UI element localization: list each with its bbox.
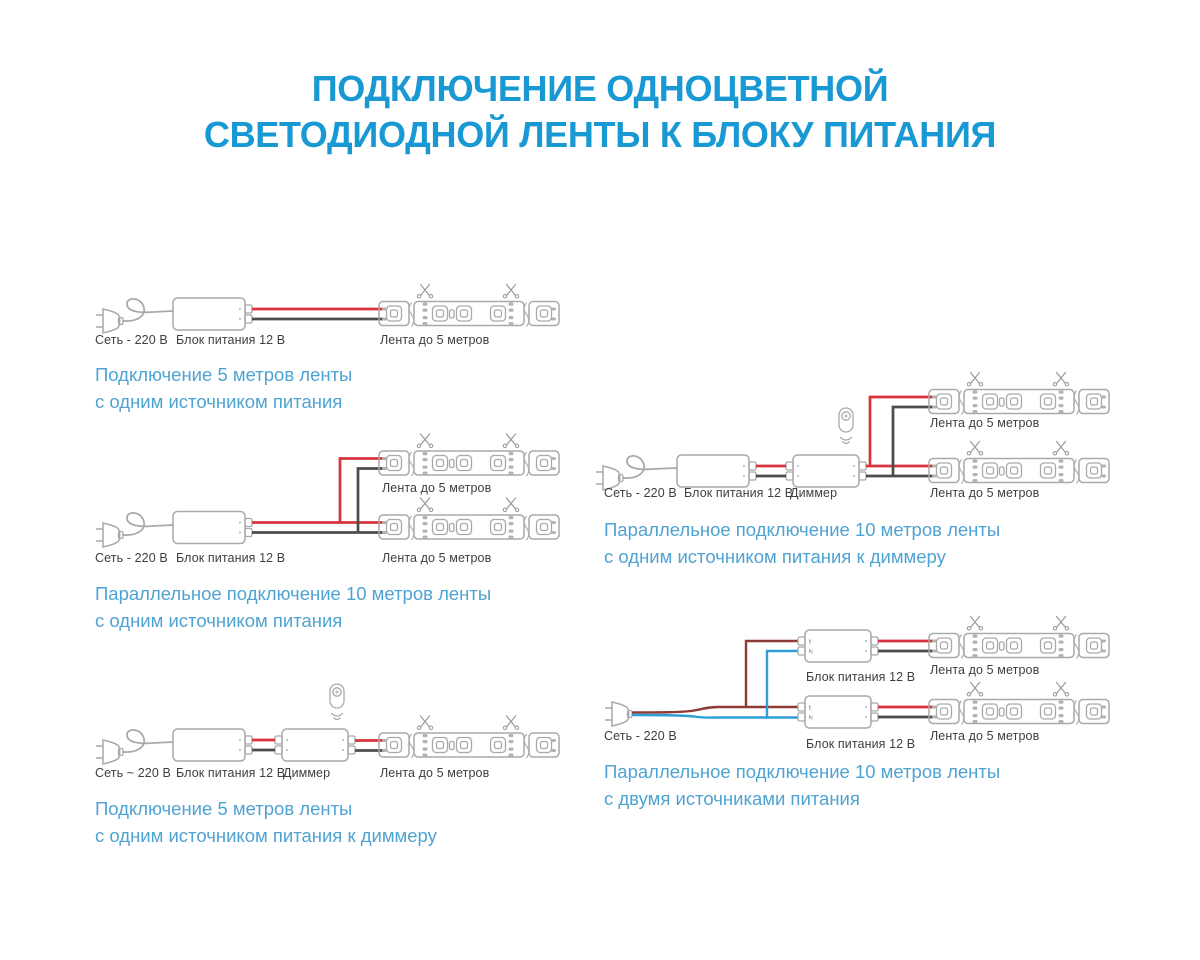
- d4-mains-label: Сеть - 220 В: [604, 486, 677, 500]
- led-strip-2: [929, 442, 1109, 484]
- d4-caption-line-1: Параллельное подключение 10 метров ленты: [604, 519, 1001, 540]
- d2-mains-label: Сеть - 220 В: [95, 551, 168, 565]
- d1-mains-label: Сеть - 220 В: [95, 333, 168, 347]
- d3-mains-label: Сеть ~ 220 В: [95, 766, 171, 780]
- d2-strip2-label: Лента до 5 метров: [382, 551, 492, 565]
- led-strip-2: [379, 498, 559, 540]
- d5-psu2-label: Блок питания 12 В: [806, 737, 916, 751]
- remote-control-icon: [329, 683, 345, 721]
- d1-caption-line-1: Подключение 5 метров ленты: [95, 364, 353, 385]
- dimmer-box: [274, 728, 356, 762]
- mains-cord: [122, 297, 174, 322]
- mains-cord: [122, 728, 174, 753]
- wire-plus-red: [756, 395, 933, 468]
- d4-caption: Параллельное подключение 10 метров ленты…: [604, 516, 1000, 570]
- page-title-line-1: ПОДКЛЮЧЕНИЕ ОДНОЦВЕТНОЙ: [311, 68, 889, 109]
- led-strip: [379, 285, 559, 327]
- diagram-4-graphic: [595, 373, 1109, 491]
- d3-caption: Подключение 5 метров ленты с одним источ…: [95, 795, 437, 849]
- wire-neutral-blue: [631, 649, 798, 719]
- wire-minus-black: [756, 405, 933, 478]
- d3-strip-label: Лента до 5 метров: [380, 766, 490, 780]
- wire-plus-red: [252, 738, 383, 742]
- d4-psu-label: Блок питания 12 В: [684, 486, 794, 500]
- led-strip: [379, 716, 559, 758]
- terminal-n-label: N: [809, 716, 813, 722]
- wire-minus-black: [252, 748, 383, 752]
- terminal-n-label: N: [809, 650, 813, 656]
- plug-icon: [95, 739, 124, 765]
- page-title: ПОДКЛЮЧЕНИЕ ОДНОЦВЕТНОЙ СВЕТОДИОДНОЙ ЛЕН…: [0, 66, 1200, 158]
- d5-psu1-label: Блок питания 12 В: [806, 670, 916, 684]
- d5-mains-label: Сеть - 220 В: [604, 729, 677, 743]
- d2-strip1-label: Лента до 5 метров: [382, 481, 492, 495]
- d2-caption: Параллельное подключение 10 метров ленты…: [95, 580, 491, 634]
- led-strip-1: [379, 434, 559, 476]
- d4-strip1-label: Лента до 5 метров: [930, 416, 1040, 430]
- d5-caption-line-2: с двумя источниками питания: [604, 788, 860, 809]
- d3-caption-line-1: Подключение 5 метров ленты: [95, 798, 353, 819]
- plug-icon: [95, 522, 124, 548]
- d5-strip2-label: Лента до 5 метров: [930, 729, 1040, 743]
- wire-live-brown: [631, 639, 798, 714]
- power-supply-box-2: [797, 695, 879, 729]
- plug-icon: [95, 308, 124, 334]
- d3-caption-line-2: с одним источником питания к диммеру: [95, 825, 437, 846]
- diagram-5-graphic: L N L N: [604, 617, 1109, 729]
- d2-psu-label: Блок питания 12 В: [176, 551, 286, 565]
- terminal-l-label: L: [809, 640, 813, 646]
- d4-dimmer-label: Диммер: [790, 486, 838, 500]
- d5-strip1-label: Лента до 5 метров: [930, 663, 1040, 677]
- led-strip-1: [929, 617, 1109, 659]
- diagram-1-graphic: [95, 285, 559, 334]
- plug-icon: [604, 701, 633, 727]
- wire-minus-black: [252, 467, 383, 534]
- power-supply-box: [172, 510, 253, 545]
- remote-control-icon: [838, 407, 854, 445]
- d1-strip-label: Лента до 5 метров: [380, 333, 490, 347]
- diagram-2-graphic: [95, 434, 559, 548]
- power-supply-box: [676, 454, 757, 488]
- d5-caption: Параллельное подключение 10 метров ленты…: [604, 758, 1000, 812]
- d4-caption-line-2: с одним источником питания к диммеру: [604, 546, 946, 567]
- d2-caption-line-2: с одним источником питания: [95, 610, 343, 631]
- d1-caption-line-2: с одним источником питания: [95, 391, 343, 412]
- mains-cord: [622, 454, 678, 479]
- d1-psu-label: Блок питания 12 В: [176, 333, 286, 347]
- d3-psu-label: Блок питания 12 В: [176, 766, 286, 780]
- d1-caption: Подключение 5 метров ленты с одним источ…: [95, 361, 352, 415]
- led-strip-2: [929, 683, 1109, 725]
- wire-plus-red: [252, 457, 383, 524]
- page-title-line-2: СВЕТОДИОДНОЙ ЛЕНТЫ К БЛОКУ ПИТАНИЯ: [203, 114, 997, 155]
- dimmer-box: [785, 454, 867, 488]
- d3-dimmer-label: Диммер: [283, 766, 331, 780]
- power-supply-box: [172, 728, 253, 762]
- d4-strip2-label: Лента до 5 метров: [930, 486, 1040, 500]
- mains-cord: [122, 511, 174, 536]
- d5-caption-line-1: Параллельное подключение 10 метров ленты: [604, 761, 1001, 782]
- d2-caption-line-1: Параллельное подключение 10 метров ленты: [95, 583, 492, 604]
- power-supply-box: [172, 297, 253, 331]
- power-supply-box-1: [797, 629, 879, 663]
- terminal-l-label: L: [809, 706, 813, 712]
- diagram-3-graphic: [95, 683, 559, 765]
- led-strip-1: [929, 373, 1109, 415]
